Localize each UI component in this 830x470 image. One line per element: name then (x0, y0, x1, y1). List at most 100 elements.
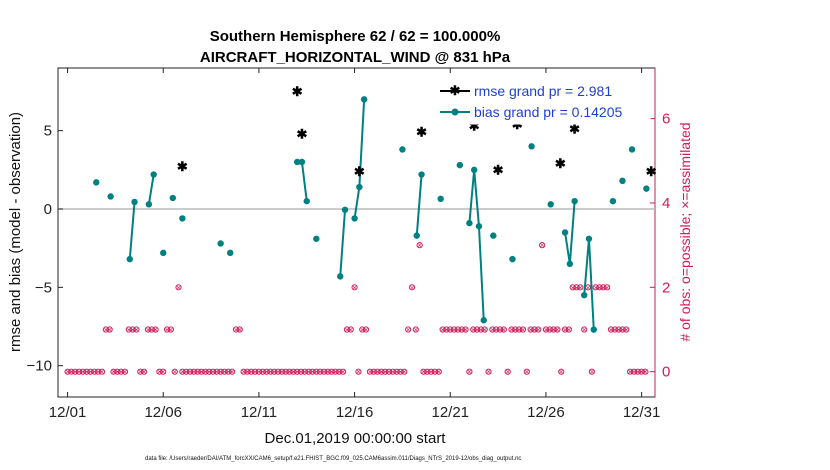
obs-assimilated-point: × (65, 368, 70, 377)
bias-point (619, 177, 626, 184)
obs-assimilated-point: × (578, 283, 583, 292)
x-axis-ticks: 12/01 12/06 12/11 12/16 12/21 12/26 12/31 (49, 68, 660, 421)
obs-possible-point (508, 326, 515, 333)
bias-point (399, 146, 406, 153)
obs-possible-point (317, 368, 324, 375)
x-tick-label: 12/21 (431, 404, 469, 421)
obs-assimilated-point: × (73, 368, 78, 377)
obs-possible-point (340, 368, 347, 375)
obs-possible-point (305, 368, 312, 375)
obs-possible-point (167, 326, 174, 333)
obs-assimilated-point: × (593, 283, 598, 292)
bias-point (628, 146, 636, 153)
obs-assimilated-point: × (318, 368, 323, 377)
bias-point (581, 291, 588, 299)
y-tick-label: −10 (27, 358, 52, 375)
obs-possible-point (290, 368, 297, 375)
rmse-point: ✱ (646, 164, 657, 179)
obs-possible-point (542, 326, 550, 333)
chart-subtitle: AIRCRAFT_HORIZONTAL_WIND @ 831 hPa (200, 49, 511, 66)
obs-possible-point (320, 368, 328, 375)
data-file-footer: data file: /Users/raeder/DAI/ATM_forcXX/… (145, 456, 521, 462)
rmse-point: ✱ (469, 118, 480, 133)
obs-possible-point (163, 326, 171, 333)
obs-possible-point (133, 326, 140, 333)
obs-possible-point (523, 368, 530, 375)
obs-assimilated-point: × (635, 368, 640, 377)
obs-possible-point (466, 368, 473, 375)
obs-assimilated-point: × (364, 326, 369, 335)
obs-possible-point (638, 368, 645, 375)
bias-point (160, 249, 167, 257)
obs-possible-point (332, 368, 339, 375)
obs-assimilated-point: × (214, 368, 219, 377)
obs-assimilated-point: × (582, 326, 587, 335)
rmse-point: ✱ (292, 84, 303, 99)
obs-assimilated-point: × (245, 368, 250, 377)
obs-assimilated-point: × (563, 326, 568, 335)
plot-area (57, 67, 656, 398)
chart-title: Southern Hemisphere 62 / 62 = 100.000% (210, 28, 501, 45)
bias-point (509, 255, 516, 263)
obs-assimilated-point: × (410, 283, 415, 292)
bias-point (356, 183, 363, 191)
obs-assimilated-point: × (96, 368, 101, 377)
obs-assimilated-point: × (203, 368, 208, 377)
obs-possible-point (313, 368, 320, 375)
obs-possible-point (190, 368, 197, 375)
bias-point (93, 179, 100, 186)
obs-possible-point (405, 326, 412, 333)
obs-assimilated-point: × (180, 368, 185, 377)
obs-possible-point (458, 326, 465, 333)
bias-line-segment (339, 209, 347, 277)
bias-point (413, 232, 420, 239)
obs-possible-point (401, 368, 408, 375)
rmse-point: ✱ (354, 164, 365, 179)
obs-possible-point (102, 326, 109, 333)
bias-point (571, 197, 578, 205)
obs-possible-point (232, 326, 240, 333)
bias-point (351, 215, 358, 222)
obs-assimilated-point: × (440, 326, 445, 335)
obs-assimilated-point: × (157, 368, 162, 377)
obs-possible-point (186, 368, 194, 375)
obs-possible-point (171, 368, 178, 375)
obs-possible-point (129, 326, 136, 333)
legend-rmse-marker: ✱ (450, 83, 461, 98)
bias-point (466, 219, 473, 227)
y2-tick-label: 2 (662, 279, 670, 296)
bias-point (179, 215, 186, 222)
obs-possible-point (447, 326, 454, 333)
x-tick-label: 12/26 (527, 404, 565, 421)
obs-assimilated-point: × (276, 368, 281, 377)
x-axis-label: Dec.01,2019 00:00:00 start (265, 430, 447, 447)
obs-possible-point (496, 326, 504, 333)
obs-assimilated-point: × (325, 368, 330, 377)
obs-possible-point (408, 284, 416, 291)
obs-assimilated-point: × (471, 326, 476, 335)
obs-possible-point (267, 368, 274, 375)
bias-point (227, 249, 234, 257)
obs-possible-point (485, 368, 492, 375)
obs-assimilated-point: × (257, 368, 262, 377)
obs-possible-point (309, 368, 316, 375)
bias-point (313, 235, 320, 242)
obs-possible-point (378, 368, 385, 375)
obs-possible-point (206, 368, 213, 375)
obs-possible-point (470, 326, 477, 333)
obs-possible-point (106, 326, 113, 333)
bias-point (169, 194, 177, 202)
y-tick-label: 5 (44, 123, 52, 140)
obs-possible-point (324, 368, 331, 375)
obs-possible-point (420, 368, 427, 375)
obs-assimilated-point: × (398, 368, 403, 377)
obs-assimilated-point: × (612, 326, 617, 335)
obs-assimilated-point: × (352, 283, 357, 292)
obs-assimilated-point: × (69, 368, 74, 377)
obs-possible-point (64, 368, 71, 375)
obs-assimilated-point: × (260, 368, 265, 377)
obs-possible-point (221, 368, 228, 375)
obs-assimilated-point: × (513, 326, 518, 335)
obs-assimilated-point: × (475, 326, 480, 335)
bias-point (341, 206, 349, 213)
